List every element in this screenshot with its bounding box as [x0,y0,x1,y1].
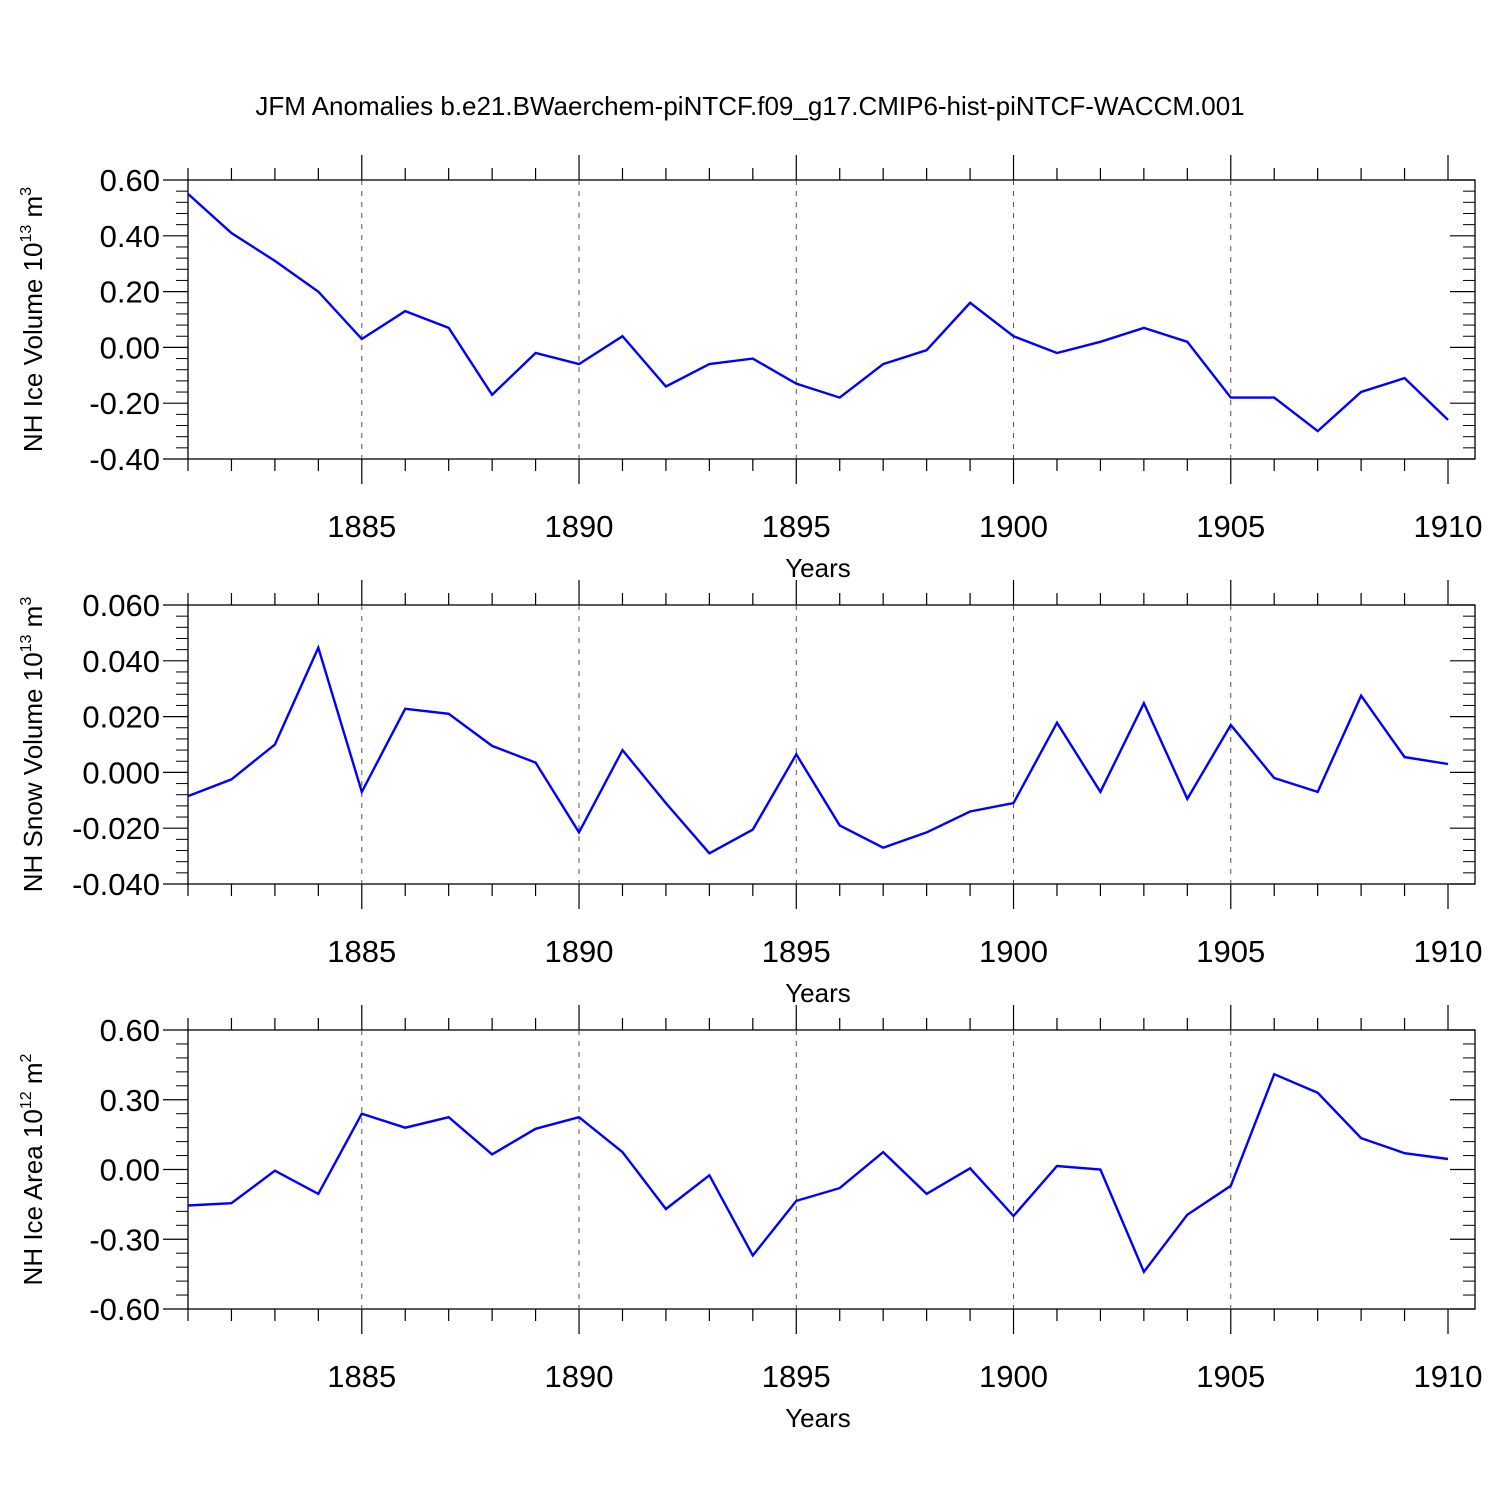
chart-panel-2: -0.040 -0.020 0.000 0.020 0.040 0.060 1885 1890… [18,580,1482,1008]
y-tick-label: 0.040 [82,644,160,679]
x-tick-label: 1885 [327,509,396,544]
y-axis-label: NH Snow Volume 1013 m3 [18,597,48,893]
x-tick-label: 1895 [762,1359,831,1394]
y-tick-label: -0.040 [72,867,160,902]
x-tick-label: 1905 [1196,509,1265,544]
x-tick-label: 1885 [327,934,396,969]
y-tick-label: -0.60 [89,1292,160,1327]
y-tick-label: -0.020 [72,811,160,846]
x-tick-label: 1910 [1414,934,1483,969]
x-axis-label: Years [785,1403,851,1433]
y-tick-label: 0.60 [100,163,160,198]
x-tick-label: 1905 [1196,1359,1265,1394]
y-tick-label: 0.00 [100,330,160,365]
plot-frame [187,604,1476,885]
y-tick-label: 0.00 [100,1153,160,1188]
series-line [187,644,1449,855]
x-tick-label: 1910 [1414,509,1483,544]
x-tick-label: 1905 [1196,934,1265,969]
series-line [187,1072,1449,1275]
y-tick-label: -0.40 [89,442,160,477]
y-axis-label: NH Ice Area 1012 m2 [18,1053,48,1285]
x-tick-label: 1890 [545,509,614,544]
y-tick-label: 0.40 [100,219,160,254]
y-tick-label: 0.20 [100,275,160,310]
plot-frame [187,1029,1476,1310]
y-tick-label: 0.30 [100,1083,160,1118]
x-tick-label: 1895 [762,934,831,969]
y-tick-label: 0.020 [82,700,160,735]
x-axis-label: Years [785,978,851,1008]
y-tick-label: 0.060 [82,588,160,623]
x-tick-label: 1900 [979,509,1048,544]
chart-panel-3: -0.60 -0.30 0.00 0.30 0.60 1885 1890 1895 1900 19… [18,1005,1482,1433]
y-tick-label: -0.20 [89,386,160,421]
x-tick-label: 1910 [1414,1359,1483,1394]
x-tick-label: 1890 [545,934,614,969]
chart-title: JFM Anomalies b.e21.BWaerchem-piNTCF.f09… [255,91,1244,121]
series-line [187,193,1449,433]
y-tick-label: 0.60 [100,1013,160,1048]
chart-panel-1: -0.40 -0.20 0.00 0.20 0.40 0.60 1885 1890 1895 19… [18,155,1482,583]
x-tick-label: 1900 [979,934,1048,969]
y-tick-label: -0.30 [89,1222,160,1257]
chart-panels: -0.40 -0.20 0.00 0.20 0.40 0.60 1885 1890 1895 19… [18,155,1482,1433]
x-tick-label: 1885 [327,1359,396,1394]
x-tick-label: 1890 [545,1359,614,1394]
x-axis-label: Years [785,553,851,583]
x-tick-label: 1900 [979,1359,1048,1394]
plot-frame [187,179,1476,460]
y-axis-label: NH Ice Volume 1013 m3 [18,187,48,452]
x-tick-label: 1895 [762,509,831,544]
y-tick-label: 0.000 [82,755,160,790]
